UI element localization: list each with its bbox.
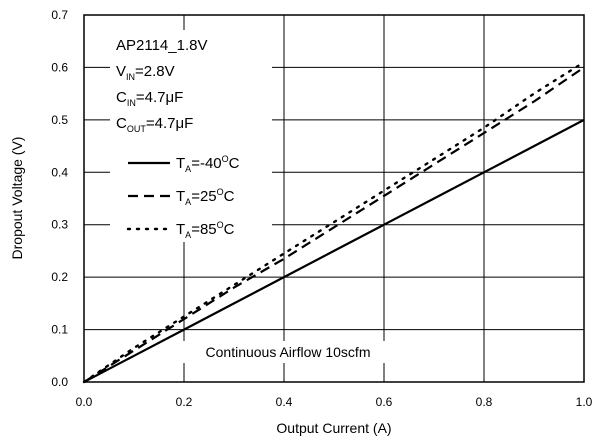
series-line-solid — [83, 118, 585, 383]
conditions-block: AP2114_1.8V VIN=2.8V CIN=4.7μF COUT=4.7μ… — [116, 37, 207, 134]
legend-label-25: TA=25OC — [176, 187, 235, 207]
x-axis-label: Output Current (A) — [276, 420, 391, 436]
x-tick-label: 1.0 — [576, 395, 593, 409]
series-line-dotted — [82, 61, 586, 384]
series-lines — [82, 61, 586, 384]
vin-label: VIN=2.8V — [116, 63, 175, 82]
y-tick-label: 0.3 — [51, 218, 68, 232]
x-tick-label: 0.4 — [276, 395, 293, 409]
x-tick-label: 0.2 — [176, 395, 193, 409]
y-tick-label: 0.4 — [51, 165, 68, 179]
y-tick-label: 0.5 — [51, 113, 68, 127]
x-tick-label: 0.6 — [376, 395, 393, 409]
x-tick-label: 0.0 — [76, 395, 93, 409]
y-tick-labels: 0.0 0.1 0.2 0.3 0.4 0.5 0.6 0.7 — [51, 8, 68, 389]
cout-label: COUT=4.7μF — [116, 115, 193, 134]
y-tick-label: 0.6 — [51, 60, 68, 74]
plot-frame — [83, 14, 585, 383]
legend-background — [110, 30, 272, 242]
y-tick-label: 0.0 — [51, 375, 68, 389]
device-label: AP2114_1.8V — [116, 37, 207, 54]
y-tick-label: 0.2 — [51, 270, 68, 284]
x-tick-labels: 0.0 0.2 0.4 0.6 0.8 1.0 — [76, 395, 593, 409]
series-line-dashed — [83, 66, 585, 383]
y-tick-label: 0.7 — [51, 8, 68, 22]
y-tick-label: 0.1 — [51, 323, 68, 337]
annotation-background — [176, 341, 398, 363]
legend-label-minus40: TA=-40OC — [176, 154, 240, 174]
airflow-annotation: Continuous Airflow 10scfm — [206, 344, 371, 360]
y-axis-label: Dropout Voltage (V) — [9, 137, 25, 260]
x-tick-label: 0.8 — [476, 395, 493, 409]
legend-label-85: TA=85OC — [176, 220, 235, 240]
cin-label: CIN=4.7μF — [116, 89, 183, 108]
legend: TA=-40OC TA=25OC TA=85OC — [126, 154, 240, 240]
